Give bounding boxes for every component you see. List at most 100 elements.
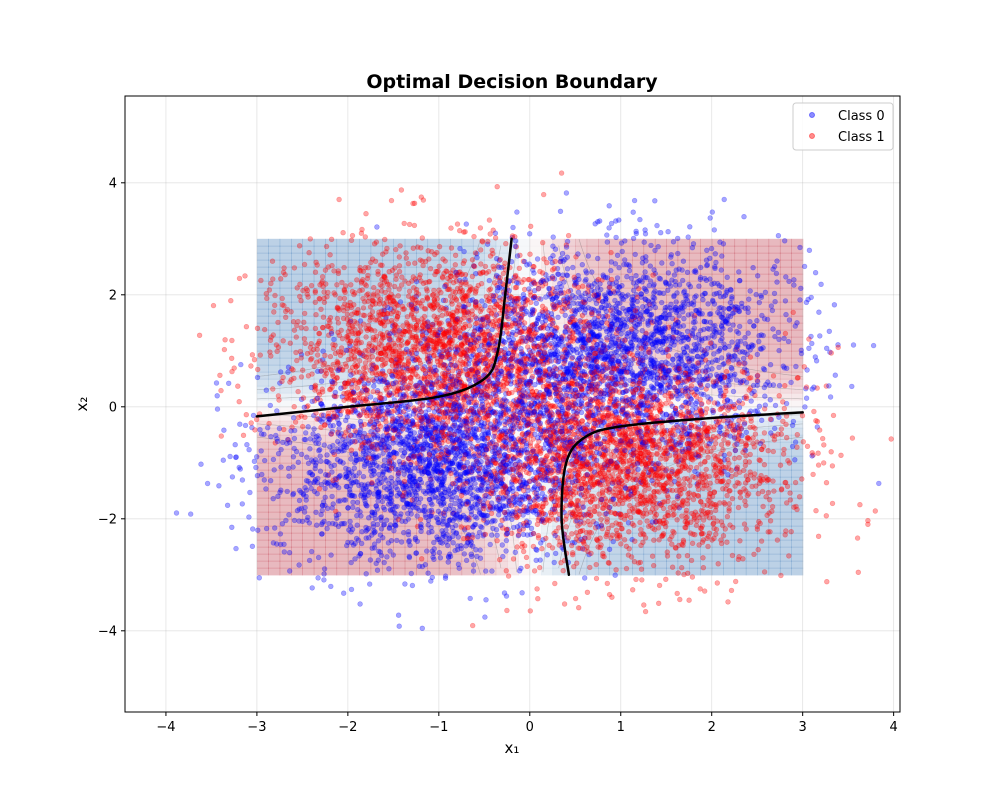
region-cell [291,568,303,576]
point-class-0 [215,393,220,398]
point-class-1 [309,283,314,288]
point-class-1 [258,353,263,358]
point-class-0 [520,590,525,595]
point-class-1 [573,596,578,601]
point-class-1 [341,316,346,321]
region-cell [780,288,792,296]
point-class-1 [793,480,798,485]
region-cell [757,323,769,331]
point-class-0 [717,429,722,434]
region-cell [757,239,769,247]
region-cell [780,372,792,380]
point-class-1 [271,310,276,315]
point-class-1 [493,236,498,241]
region-cell [325,274,337,282]
region-cell [257,358,269,366]
point-class-0 [316,576,321,581]
point-class-1 [726,600,731,605]
region-cell [791,554,803,562]
point-class-0 [291,465,296,470]
point-class-1 [651,563,656,568]
point-class-1 [528,609,533,614]
region-cell [405,267,417,275]
point-class-0 [545,552,550,557]
point-class-1 [716,561,721,566]
point-class-0 [306,424,311,429]
point-class-1 [404,251,409,256]
region-cell [359,239,371,247]
point-class-1 [650,554,655,559]
point-class-1 [766,530,771,535]
point-class-0 [513,550,518,555]
region-cell [314,547,326,555]
region-cell [712,547,724,555]
region-cell [405,239,417,247]
point-class-1 [873,509,878,514]
region-cell [769,547,781,555]
point-class-0 [722,197,727,202]
region-cell [291,274,303,282]
region-cell [769,554,781,562]
point-class-1 [270,259,275,264]
region-cell [314,253,326,261]
point-class-0 [614,235,619,240]
region-cell [336,239,348,247]
point-class-1 [685,553,690,558]
point-class-1 [324,244,329,249]
point-class-0 [282,550,287,555]
point-class-0 [746,331,751,336]
point-class-1 [294,358,299,363]
region-cell [268,267,280,275]
region-cell [723,568,735,576]
region-cell [791,519,803,527]
point-class-0 [268,403,273,408]
region-cell [530,239,542,247]
region-cell [280,330,292,338]
point-class-1 [422,314,427,319]
region-cell [359,246,371,254]
region-cell [791,463,803,471]
region-cell [302,540,314,548]
point-class-1 [294,350,299,355]
region-cell [734,288,746,296]
point-class-1 [288,341,293,346]
region-cell [791,330,803,338]
point-class-1 [532,569,537,574]
region-cell [291,533,303,541]
region-cell [712,554,724,562]
point-class-0 [871,343,876,348]
region-cell [769,561,781,569]
region-cell [291,253,303,261]
point-class-0 [731,389,736,394]
region-cell [280,505,292,513]
region-cell [598,246,610,254]
region-cell [348,568,360,576]
point-class-0 [489,533,494,538]
point-class-1 [420,298,425,303]
point-class-0 [655,223,660,228]
point-class-1 [440,276,445,281]
region-cell [780,267,792,275]
point-class-1 [738,538,743,543]
point-class-1 [762,462,767,467]
region-cell [734,260,746,268]
region-cell [609,554,621,562]
region-cell [280,281,292,289]
point-class-0 [271,496,276,501]
region-cell [302,274,314,282]
region-cell [643,547,655,555]
point-class-1 [237,399,242,404]
region-cell [734,386,746,394]
region-cell [757,554,769,562]
point-class-0 [188,512,193,517]
region-cell [257,400,269,408]
point-class-0 [775,259,780,264]
region-cell [257,491,269,499]
point-class-1 [406,261,411,266]
point-class-0 [214,381,219,386]
point-class-1 [218,373,223,378]
region-cell [689,568,701,576]
point-class-0 [427,509,432,514]
region-cell [734,253,746,261]
point-class-0 [278,370,283,375]
